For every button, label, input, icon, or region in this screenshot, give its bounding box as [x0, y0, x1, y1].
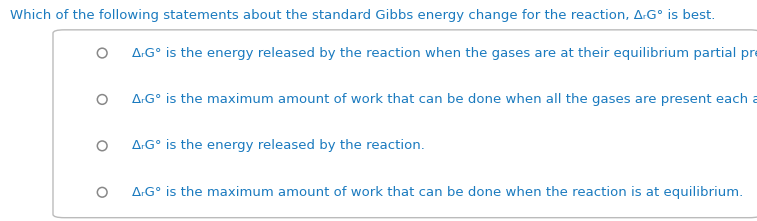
Text: Which of the following statements about the standard Gibbs energy change for the: Which of the following statements about … — [10, 9, 715, 22]
FancyBboxPatch shape — [53, 30, 757, 218]
Text: ΔᵣG° is the energy released by the reaction.: ΔᵣG° is the energy released by the react… — [132, 139, 425, 152]
Text: ΔᵣG° is the energy released by the reaction when the gases are at their equilibr: ΔᵣG° is the energy released by the react… — [132, 47, 757, 59]
Text: ΔᵣG° is the maximum amount of work that can be done when all the gases are prese: ΔᵣG° is the maximum amount of work that … — [132, 93, 757, 106]
Text: ΔᵣG° is the maximum amount of work that can be done when the reaction is at equi: ΔᵣG° is the maximum amount of work that … — [132, 186, 743, 199]
